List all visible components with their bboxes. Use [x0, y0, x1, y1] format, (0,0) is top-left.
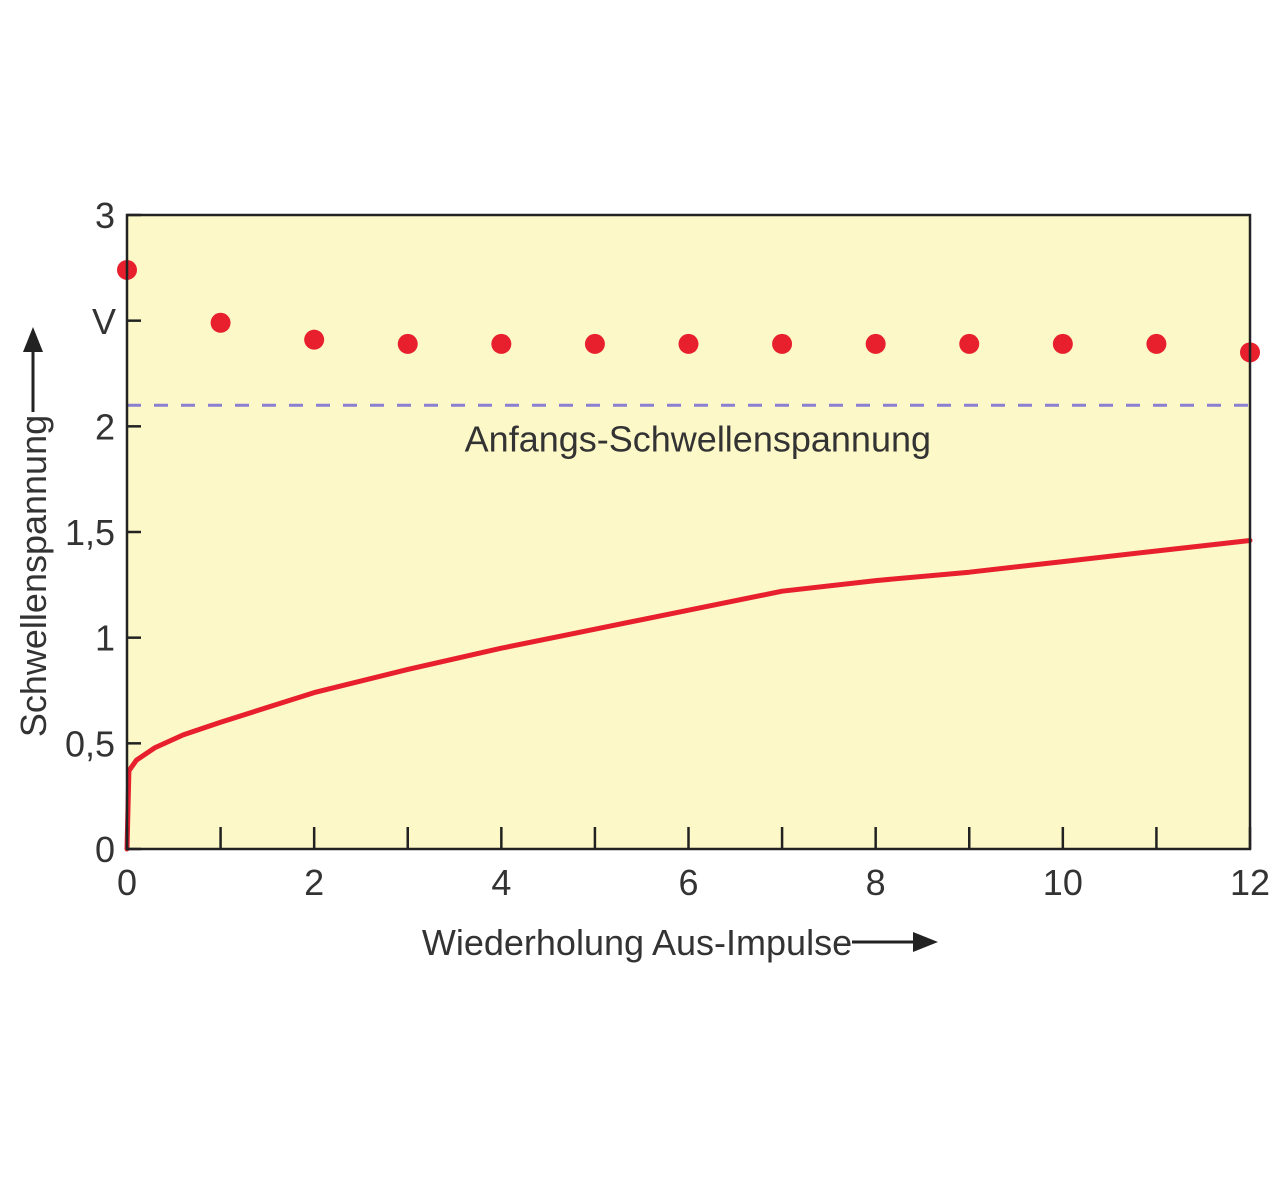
y-tick-label: 0,5	[65, 723, 115, 764]
x-tick-label: 4	[491, 862, 511, 903]
x-axis-title-group: Wiederholung Aus-Impulse	[422, 922, 938, 963]
data-point	[584, 333, 605, 354]
threshold-curve	[124, 538, 1253, 852]
x-tick-label: 2	[304, 862, 324, 903]
points-layer	[117, 259, 1260, 363]
x-ticks	[125, 827, 1252, 849]
data-point	[210, 312, 231, 333]
x-tick-label: 6	[678, 862, 698, 903]
y-axis-arrow	[23, 327, 43, 412]
data-point	[865, 333, 886, 354]
y-axis-title: Schwellenspannung	[13, 415, 54, 737]
curve-layer	[124, 538, 1253, 852]
x-tick-label: 8	[866, 862, 886, 903]
y-axis-title-group: Schwellenspannung	[13, 327, 54, 737]
y-tick-label: 1	[95, 618, 115, 659]
x-tick-labels: 0 2 4 6 8 10 12	[117, 862, 1270, 903]
x-tick-label: 0	[117, 862, 137, 903]
x-axis-title: Wiederholung Aus-Impulse	[422, 922, 852, 963]
plot-background	[127, 215, 1250, 849]
y-ticks	[127, 213, 141, 851]
y-tick-label: 2	[95, 406, 115, 447]
data-point	[491, 333, 512, 354]
reference-annotation: Anfangs-Schwellenspannung	[465, 419, 931, 460]
data-point	[772, 333, 793, 354]
y-tick-label: 0	[95, 829, 115, 870]
data-point	[1146, 333, 1167, 354]
data-point	[678, 333, 699, 354]
x-axis-arrow	[852, 932, 938, 952]
x-tick-label: 10	[1043, 862, 1083, 903]
data-point	[1052, 333, 1073, 354]
x-tick-label: 12	[1230, 862, 1270, 903]
y-tick-label: 3	[95, 195, 115, 236]
data-point	[959, 333, 980, 354]
y-tick-label: 1,5	[65, 512, 115, 553]
y-unit-label: V	[92, 301, 116, 342]
data-point	[397, 333, 418, 354]
y-tick-labels: 0 0,5 1 1,5 2 3	[65, 195, 115, 870]
data-point	[304, 329, 325, 350]
